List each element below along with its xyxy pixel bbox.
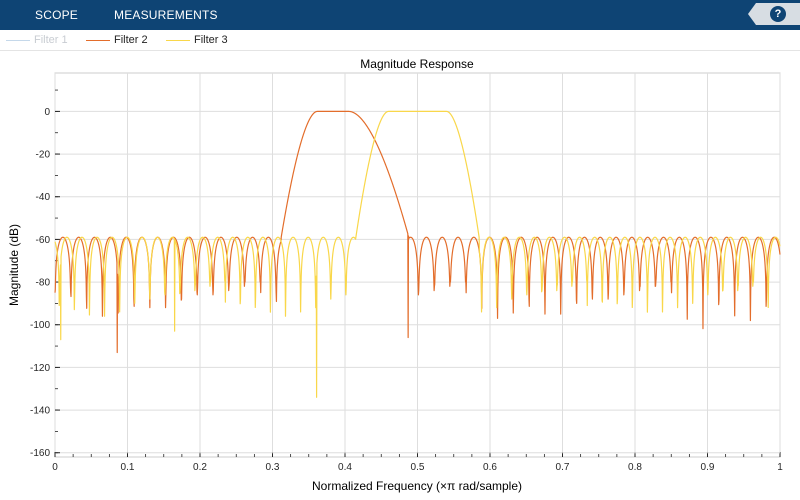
legend-item-filter-3[interactable]: Filter 3 [166,30,228,50]
chart-title: Magnitude Response [360,57,474,71]
x-tick-label: 0.9 [701,462,715,473]
help-icon[interactable]: ? [770,6,786,22]
legend-item-filter-2[interactable]: Filter 2 [86,30,148,50]
legend-swatch [166,39,190,41]
y-tick-label: -100 [30,320,50,331]
legend-label: Filter 2 [114,34,148,46]
legend-swatch [6,39,30,41]
x-tick-label: 0.2 [193,462,207,473]
y-tick-label: -140 [30,406,50,417]
y-axis-label: Magnitude (dB) [7,224,21,306]
legend-item-filter-1[interactable]: Filter 1 [6,30,68,50]
x-tick-label: 0.5 [411,462,425,473]
y-tick-label: -120 [30,363,50,374]
y-tick-label: -40 [36,192,51,203]
legend-bar: Filter 1 Filter 2 Filter 3 [0,30,800,51]
x-tick-label: 0.4 [338,462,352,473]
x-tick-label: 0.3 [266,462,280,473]
tab-measurements[interactable]: MEASUREMENTS [114,8,218,22]
y-tick-label: -20 [36,150,51,161]
legend-swatch [86,39,110,41]
minor-ticks [54,89,781,457]
x-tick-label: 0 [52,462,58,473]
tick-labels: 0 0.1 0.2 0.3 0.4 0.5 0.6 0.7 0.8 0.9 1 0 -20 -40 -60 -… [30,107,783,473]
y-tick-label: -80 [36,278,51,289]
toolstrip: SCOPE MEASUREMENTS ? [0,0,800,30]
tab-scope[interactable]: SCOPE [35,8,79,22]
x-tick-label: 0.1 [121,462,135,473]
x-tick-label: 0.6 [483,462,497,473]
x-tick-label: 0.8 [628,462,642,473]
x-tick-label: 0.7 [556,462,570,473]
legend-label: Filter 3 [194,34,228,46]
y-tick-label: -60 [36,235,51,246]
help-container: ? [748,3,800,25]
y-tick-label: -160 [30,448,50,459]
series-group [54,110,781,398]
x-tick-label: 1 [777,462,783,473]
legend-label: Filter 1 [34,34,68,46]
series-line-filter-3 [54,110,781,398]
y-tick-label: 0 [44,107,50,118]
x-axis-label: Normalized Frequency (×π rad/sample) [312,479,522,493]
